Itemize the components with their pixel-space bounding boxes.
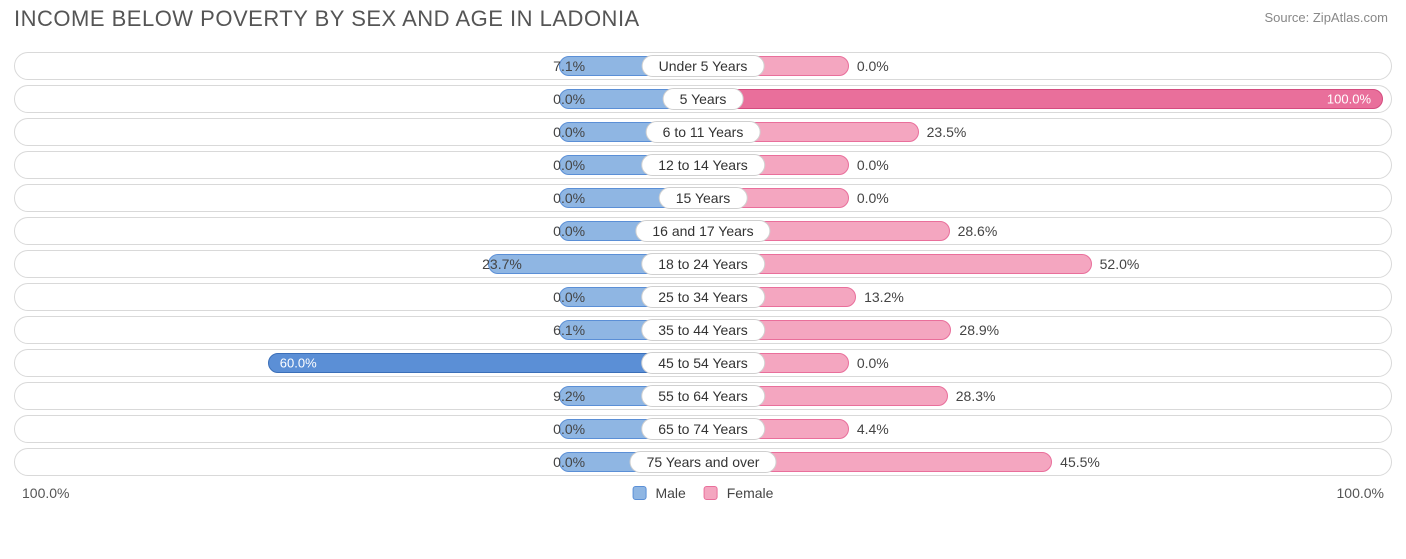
age-group-label: 55 to 64 Years [641, 385, 765, 407]
poverty-chart: Under 5 Years7.1%0.0%5 Years0.0%100.0%6 … [14, 52, 1392, 481]
legend-female-label: Female [727, 485, 774, 501]
chart-row: 65 to 74 Years0.0%4.4% [14, 415, 1392, 443]
age-group-label: 16 and 17 Years [635, 220, 770, 242]
female-pct-label: 0.0% [857, 58, 889, 74]
age-group-label: 65 to 74 Years [641, 418, 765, 440]
age-group-label: 15 Years [659, 187, 748, 209]
chart-row: 16 and 17 Years0.0%28.6% [14, 217, 1392, 245]
male-pct-label: 60.0% [280, 356, 317, 371]
legend-female: Female [704, 485, 774, 501]
age-group-label: 12 to 14 Years [641, 154, 765, 176]
female-pct-label: 28.9% [959, 322, 999, 338]
age-group-label: 35 to 44 Years [641, 319, 765, 341]
chart-row: 6 to 11 Years0.0%23.5% [14, 118, 1392, 146]
legend-male-label: Male [655, 485, 685, 501]
chart-row: 75 Years and over0.0%45.5% [14, 448, 1392, 476]
legend-female-swatch [704, 486, 718, 500]
chart-row: 12 to 14 Years0.0%0.0% [14, 151, 1392, 179]
chart-row: 55 to 64 Years9.2%28.3% [14, 382, 1392, 410]
female-pct-label: 0.0% [857, 190, 889, 206]
source-attribution: Source: ZipAtlas.com [1264, 10, 1388, 25]
female-pct-label: 4.4% [857, 421, 889, 437]
female-pct-label: 45.5% [1060, 454, 1100, 470]
male-bar [268, 353, 704, 373]
chart-row: Under 5 Years7.1%0.0% [14, 52, 1392, 80]
axis-right-label: 100.0% [1337, 485, 1384, 501]
female-pct-label: 100.0% [1327, 92, 1371, 107]
female-pct-label: 13.2% [864, 289, 904, 305]
legend: Male Female [633, 485, 774, 501]
chart-row: 35 to 44 Years6.1%28.9% [14, 316, 1392, 344]
chart-title: INCOME BELOW POVERTY BY SEX AND AGE IN L… [14, 6, 640, 32]
female-bar [704, 89, 1383, 109]
age-group-label: 18 to 24 Years [641, 253, 765, 275]
female-pct-label: 28.3% [956, 388, 996, 404]
age-group-label: 5 Years [663, 88, 744, 110]
female-pct-label: 23.5% [927, 124, 967, 140]
chart-row: 18 to 24 Years23.7%52.0% [14, 250, 1392, 278]
female-pct-label: 52.0% [1100, 256, 1140, 272]
axis-left-label: 100.0% [22, 485, 69, 501]
chart-row: 45 to 54 Years 60.0% 0.0% [14, 349, 1392, 377]
chart-row: 5 Years0.0%100.0% [14, 85, 1392, 113]
legend-male-swatch [633, 486, 647, 500]
age-group-label: 25 to 34 Years [641, 286, 765, 308]
age-group-label: Under 5 Years [642, 55, 765, 77]
age-group-label: 45 to 54 Years [641, 352, 765, 374]
age-group-label: 6 to 11 Years [646, 121, 761, 143]
chart-row: 15 Years0.0%0.0% [14, 184, 1392, 212]
chart-row: 25 to 34 Years0.0%13.2% [14, 283, 1392, 311]
female-pct-label: 28.6% [958, 223, 998, 239]
female-pct-label: 0.0% [857, 355, 889, 371]
age-group-label: 75 Years and over [630, 451, 777, 473]
legend-male: Male [633, 485, 686, 501]
female-pct-label: 0.0% [857, 157, 889, 173]
